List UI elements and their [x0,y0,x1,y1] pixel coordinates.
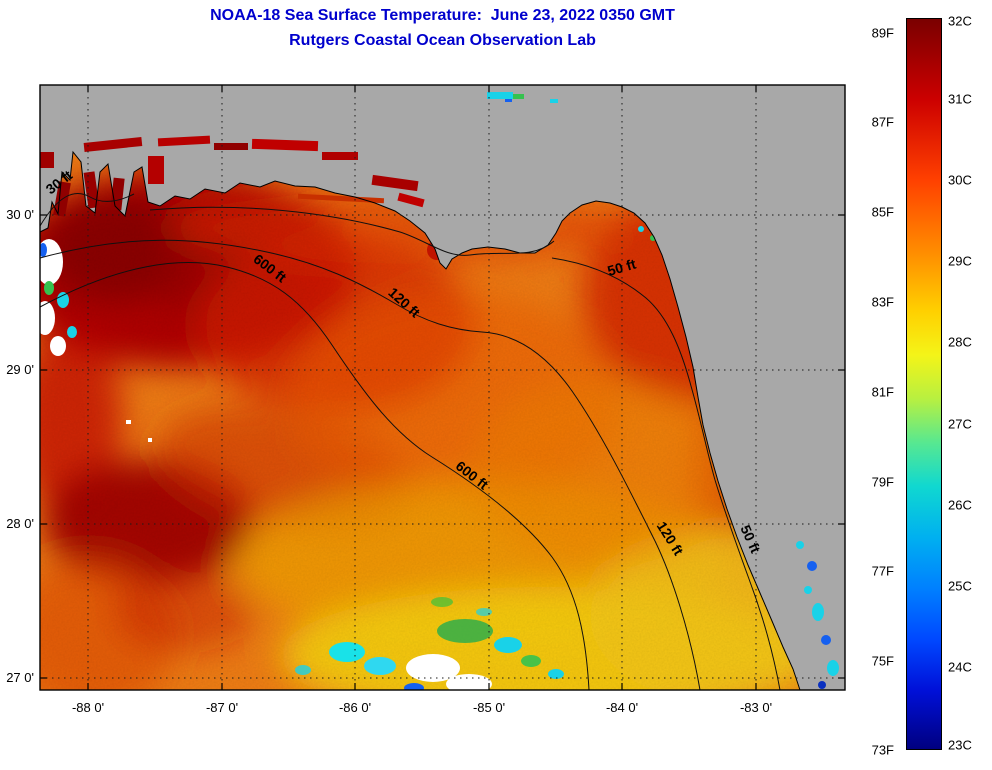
contour-30ft [39,193,135,227]
colorbar-fahrenheit-tick: 73F [871,742,894,758]
cloud-patches-south [295,597,564,690]
colorbar-celsius-tick: 24C [948,659,972,675]
colorbar-fahrenheit-tick: 87F [871,114,894,130]
y-axis-tick-label: 29 0' [6,362,34,377]
figure-title: NOAA-18 Sea Surface Temperature: June 23… [210,7,675,24]
colorbar-fahrenheit-tick: 83F [871,294,894,310]
x-axis-tick-label: -85 0' [473,700,505,715]
colorbar-f-labels: 89F 87F 85F 83F 81F 79F 77F 75F 73F [846,18,898,757]
contour-50ft [551,257,781,691]
colorbar-fahrenheit-tick: 89F [871,25,894,41]
x-axis-tick-label: -86 0' [339,700,371,715]
y-axis-tick-label: 30 0' [6,207,34,222]
colorbar-celsius-tick: 23C [948,737,972,753]
colorbar-celsius-tick: 32C [948,13,972,29]
figure-subtitle: Rutgers Coastal Ocean Observation Lab [289,32,596,49]
depth-contours [39,193,781,691]
grid-lines [40,85,845,690]
y-axis-tick-label: 28 0' [6,516,34,531]
contour-nearshore [149,206,555,256]
colorbar-fahrenheit-tick: 81F [871,384,894,400]
contour-120ft [39,239,701,691]
colorbar-celsius-tick: 27C [948,416,972,432]
colorbar-fahrenheit-tick: 75F [871,653,894,669]
colorbar-celsius-tick: 30C [948,172,972,188]
colorbar-fahrenheit-tick: 79F [871,474,894,490]
y-axis-tick-label: 27 0' [6,670,34,685]
x-axis-tick-label: -84 0' [606,700,638,715]
colorbar-celsius-tick: 29C [948,253,972,269]
map-frame [39,84,846,691]
colorbar-celsius-tick: 26C [948,497,972,513]
x-axis-tick-label: -88 0' [72,700,104,715]
coastline [39,150,801,691]
contour-600ft [39,262,590,691]
colorbar-fahrenheit-tick: 77F [871,563,894,579]
x-axis-tick-label: -87 0' [206,700,238,715]
axis-labels: -88 0' -87 0' -86 0' -85 0' -84 0' -83 0' 30 0… [6,207,772,715]
cloud-patches-west [40,239,152,442]
colorbar-c-labels: 32C 31C 30C 29C 28C 27C 26C 25C 24C 23C [948,14,992,751]
colorbar-celsius-tick: 31C [948,91,972,107]
depth-contour-label: 50 ft [606,255,638,278]
colorbar-fahrenheit-tick: 85F [871,204,894,220]
x-axis-tick-label: -83 0' [740,700,772,715]
colorbar-celsius-tick: 28C [948,334,972,350]
colorbar-celsius-tick: 25C [948,578,972,594]
colorbar-gradient [906,18,942,750]
